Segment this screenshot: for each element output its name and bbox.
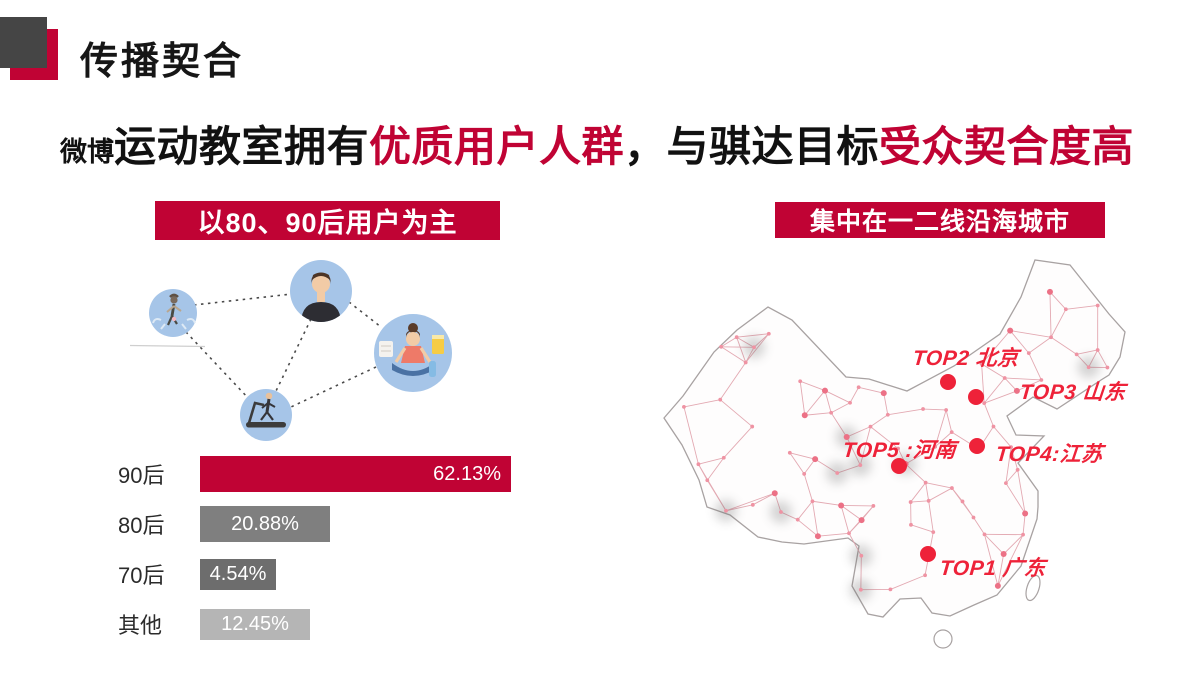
headline-segment-0: 运动教室拥有 (114, 123, 370, 170)
network-mesh (682, 288, 1110, 601)
bar-row-其他: 其他 12.45% (118, 599, 558, 649)
headline: 微博运动教室拥有优质用户人群，与骐达目标受众契合度高 (60, 118, 1190, 186)
bar-其他: 12.45% (200, 608, 310, 640)
user-network-illustration (129, 250, 510, 450)
headline-segment-2: ，与骐达目标 (624, 123, 880, 170)
taiwan-island (1025, 574, 1041, 602)
corner-dark-square (0, 17, 47, 68)
bar-value-label: 20.88% (231, 512, 299, 535)
bar-80后: 20.88% (200, 506, 330, 542)
dashed-connectors (185, 293, 382, 408)
bar-row-70后: 70后 4.54% (118, 549, 558, 599)
age-distribution-bar-chart: 90后 62.13% 80后 20.88% 70后 4.54% 其他 12.45% (118, 449, 558, 649)
right-panel-banner: 集中在一二线沿海城市 (775, 202, 1105, 238)
china-map (660, 252, 1140, 652)
male-avatar-icon (290, 260, 352, 322)
china-map-svg (663, 259, 1126, 649)
illustration-svg (129, 260, 452, 441)
bar-category-label: 90后 (118, 463, 165, 488)
bar-row-90后: 90后 62.13% (118, 449, 558, 499)
headline-segment-3: 受众契合度高 (879, 123, 1135, 170)
bar-90后: 62.13% (200, 456, 511, 492)
bar-category-label: 其他 (118, 613, 163, 638)
china-outline (663, 259, 1126, 618)
gymnast-icon (149, 289, 197, 337)
bar-category-label: 70后 (118, 563, 165, 588)
headline-prefix: 微博 (60, 137, 114, 167)
bar-value-label: 12.45% (221, 612, 289, 635)
page-title: 传播契合 (80, 41, 245, 83)
headline-segment-1: 优质用户人群 (369, 123, 625, 170)
bar-row-80后: 80后 20.88% (118, 499, 558, 549)
bar-value-label: 62.13% (433, 462, 501, 485)
bar-70后: 4.54% (200, 558, 276, 590)
left-panel-banner: 以80、90后用户为主 (155, 201, 500, 240)
treadmill-icon (240, 389, 292, 441)
underline-decor (129, 344, 206, 348)
headline-segments: 运动教室拥有优质用户人群，与骐达目标受众契合度高 (114, 123, 1134, 170)
bar-value-label: 4.54% (209, 562, 267, 585)
bar-category-label: 80后 (118, 513, 165, 538)
yoga-icon (374, 314, 452, 392)
hainan-island (933, 629, 953, 649)
